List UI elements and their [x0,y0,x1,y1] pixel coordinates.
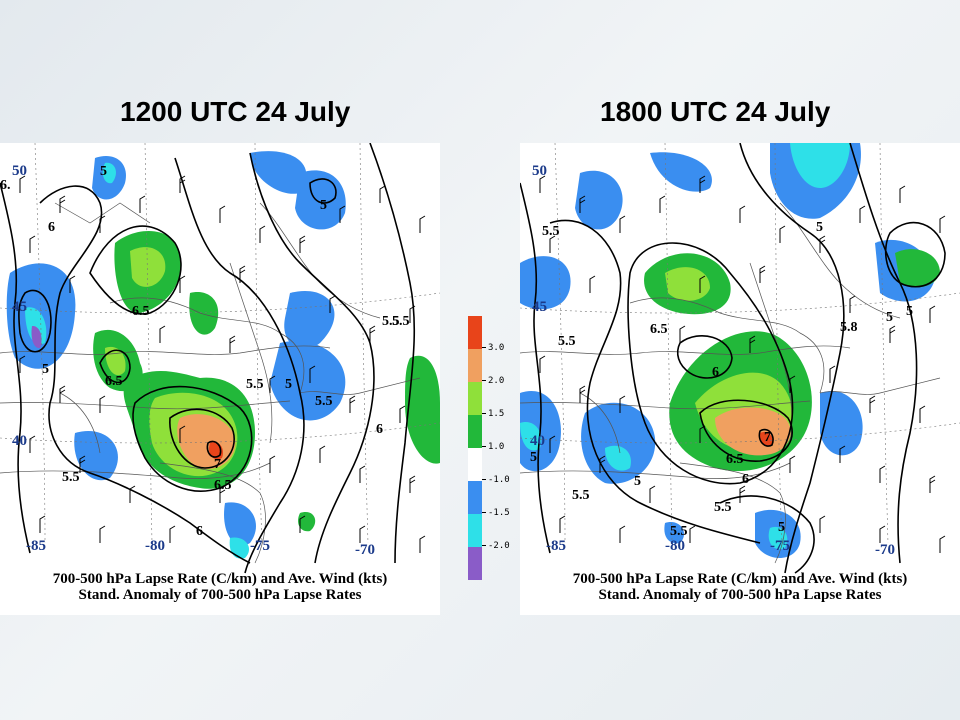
left-lon-label-80: -80 [145,538,165,554]
left-lat-label-45: 45 [12,299,27,315]
left-contour-label: 5 [320,198,327,213]
left-contour-label: 5 [42,362,49,377]
left-contour-label: 5.5 [392,314,410,329]
colorbar-tick: 1.5 [482,409,504,419]
colorbar-swatch [468,382,482,415]
right-contour-label: 6.5 [650,322,668,337]
left-geographic-boundaries [0,202,421,564]
colorbar-tick: -1.0 [482,475,510,485]
left-contour-label: 7 [214,457,221,472]
left-contour-label: 5 [285,377,292,392]
right-contour-label: 5.5 [714,500,732,515]
left-contour-label: 5.5 [382,314,400,329]
left-lon-label-75: -75 [250,538,270,554]
right-contour-label: 6 [742,472,749,487]
right-contour-label: 5.5 [542,224,560,239]
right-contour-label: 5 [634,474,641,489]
colorbar-swatch [468,514,482,547]
right-lon-label-85: -85 [546,538,566,554]
left-contour-label: 6. [0,178,11,193]
right-lat-label-45: 45 [532,299,547,315]
right-lon-label-75: -75 [770,538,790,554]
anomaly-colorbar: 3.0 2.0 1.5 1.0 -1.0 -1.5 -2.0 [468,316,510,580]
colorbar-tick: -1.5 [482,508,510,518]
right-map-graphic: 50 45 40 -85 -80 -75 -70 5.5 5 6.5 5.5 6… [520,143,960,574]
left-contour-label: 6 [376,422,383,437]
right-contour-label: 5 [906,304,913,319]
right-contour-label: 5.5 [670,524,688,539]
right-contour-label: 5.5 [572,488,590,503]
left-contour-label: 5.5 [62,470,80,485]
left-contour-label: 5 [100,164,107,179]
colorbar-tick: -2.0 [482,541,510,551]
right-contour-label: 5.8 [840,320,858,335]
right-positive-anomaly-fills [644,249,940,472]
right-lat-label-50: 50 [532,163,547,179]
left-panel-title: 1200 UTC 24 July [120,96,351,127]
colorbar-swatch [468,547,482,580]
right-caption-line2: Stand. Anomaly of 700-500 hPa Lapse Rate… [598,587,882,603]
left-contour-label: 6 [48,220,55,235]
colorbar-tick: 2.0 [482,376,504,386]
right-lon-label-80: -80 [665,538,685,554]
right-contour-label: 5 [816,220,823,235]
right-lapse-rate-contours [520,143,946,574]
left-lat-label-50: 50 [12,163,27,179]
right-caption-line1: 700-500 hPa Lapse Rate (C/km) and Ave. W… [572,571,908,587]
left-caption-line2: Stand. Anomaly of 700-500 hPa Lapse Rate… [78,587,362,603]
colorbar-swatch [468,349,482,382]
left-contour-label: 6.5 [214,478,232,493]
right-lat-label-40: 40 [530,433,545,449]
right-lon-label-70: -70 [875,542,895,558]
right-panel-title: 1800 UTC 24 July [600,96,831,127]
right-contour-label: 5 [886,310,893,325]
right-lapse-rate-map: 50 45 40 -85 -80 -75 -70 5.5 5 6.5 5.5 6… [520,143,960,615]
left-lon-label-70: -70 [355,542,375,558]
left-lapse-rate-map: 50 45 40 -85 -80 -75 -70 5 5 6 6.5 6.5 5… [0,143,440,615]
left-contour-label: 6.5 [132,304,150,319]
right-contour-label: 5 [778,520,785,535]
left-contour-label: 6.5 [105,374,123,389]
left-lon-label-85: -85 [26,538,46,554]
right-wind-barbs [539,175,946,553]
left-positive-anomaly-fills [93,231,440,532]
left-lat-label-40: 40 [12,433,27,449]
right-contour-label: 6.5 [726,452,744,467]
left-contour-label: 5.5 [315,394,333,409]
colorbar-swatch [468,415,482,448]
colorbar-swatch [468,481,482,514]
left-caption-line1: 700-500 hPa Lapse Rate (C/km) and Ave. W… [52,571,388,587]
colorbar-tick: 1.0 [482,442,504,452]
left-lapse-rate-contours [0,143,416,574]
left-negative-anomaly-fills [6,151,346,559]
right-contour-label: 6 [712,365,719,380]
colorbar-swatch [468,448,482,481]
colorbar-tick: 3.0 [482,343,504,353]
left-contour-label: 5.5 [246,377,264,392]
colorbar-swatch [468,316,482,349]
right-contour-label: 5 [530,450,537,465]
left-map-graphic: 50 45 40 -85 -80 -75 -70 5 5 6 6.5 6.5 5… [0,143,440,574]
left-contour-label: 6 [196,524,203,539]
right-contour-label: 7 [764,430,771,445]
right-contour-label: 5.5 [558,334,576,349]
left-wind-barbs [19,175,426,553]
